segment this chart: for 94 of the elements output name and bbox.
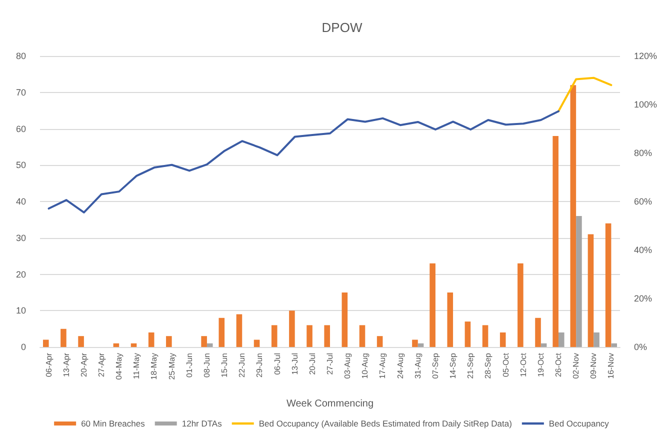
x-tick-label: 31-Aug <box>413 353 422 379</box>
bar <box>558 332 564 347</box>
x-tick-label: 27-Jul <box>326 352 334 375</box>
bar <box>570 85 576 347</box>
bar <box>464 322 471 347</box>
y2-tick-label: 120% <box>634 51 658 61</box>
legend-label: Bed Occupancy (Available Beds Estimated from Daily SitRep Data) <box>258 418 512 428</box>
bar <box>324 325 330 347</box>
bar <box>518 263 524 347</box>
x-tick-label: 05-Oct <box>501 352 510 378</box>
y-tick-label: 20 <box>16 269 26 280</box>
y2-tick-label: 20% <box>634 294 652 304</box>
bar <box>166 336 172 347</box>
y-tick-label: 70 <box>16 87 26 98</box>
bar <box>588 234 594 347</box>
bar <box>430 263 436 347</box>
bar <box>130 343 137 347</box>
y2-tick-label: 0% <box>634 342 648 352</box>
x-tick-label: 21-Sep <box>466 352 476 379</box>
line-series <box>48 110 560 214</box>
x-tick-label: 03-Aug <box>343 353 352 379</box>
legend-label: 60 Min Breaches <box>81 418 145 428</box>
bar <box>78 336 84 347</box>
bar <box>206 343 213 347</box>
x-tick-label: 12-Oct <box>518 352 528 378</box>
bar <box>342 292 348 347</box>
x-tick-label: 13-Jul <box>290 352 300 375</box>
bar <box>535 318 541 347</box>
x-tick-label: 27-Apr <box>97 352 106 378</box>
y-tick-label: 40 <box>16 196 26 206</box>
y-tick-label: 60 <box>16 124 26 134</box>
x-tick-label: 29-Jun <box>255 353 264 378</box>
bar <box>482 325 488 347</box>
x-tick-label: 07-Sep <box>430 352 440 379</box>
bar <box>500 332 506 347</box>
bar <box>218 318 225 347</box>
x-tick-label: 08-Jun <box>202 353 212 378</box>
x-tick-label: 26-Oct <box>554 352 563 378</box>
bar <box>447 292 454 347</box>
bar <box>113 343 120 347</box>
y2-tick-label: 60% <box>634 196 652 206</box>
x-tick-label: 06-Apr <box>44 352 54 378</box>
bar <box>412 340 418 347</box>
x-tick-label: 06-Jul <box>272 352 282 375</box>
legend-label: 12hr DTAs <box>182 418 222 428</box>
y-tick-label: 30 <box>16 232 26 243</box>
x-tick-label: 22-Jun <box>238 353 247 378</box>
bar <box>540 343 547 347</box>
y2-tick-label: 80% <box>634 148 652 158</box>
bar <box>306 325 312 347</box>
bar <box>60 328 66 347</box>
y-tick-label: 50 <box>16 160 26 170</box>
y2-tick-label: 40% <box>634 245 652 255</box>
bar <box>418 343 424 347</box>
bar <box>594 332 600 347</box>
x-tick-label: 02-Nov <box>572 353 581 379</box>
bar <box>289 310 295 347</box>
chart-title: DPOW <box>322 20 363 35</box>
bar <box>611 343 618 347</box>
x-tick-label: 25-May <box>167 353 176 380</box>
bar <box>552 136 558 347</box>
y-tick-label: 80 <box>16 51 26 61</box>
x-tick-label: 20-Jul <box>308 352 317 375</box>
bar <box>359 325 366 347</box>
bar <box>376 336 383 347</box>
x-tick-label: 01-Jun <box>184 353 194 378</box>
bar <box>201 336 207 347</box>
x-tick-label: 17-Aug <box>378 353 388 379</box>
bar <box>254 340 260 347</box>
x-tick-label: 11-May <box>132 353 142 380</box>
x-tick-label: 13-Apr <box>62 352 71 378</box>
bar <box>236 314 242 347</box>
x-tick-label: 20-Apr <box>79 352 88 378</box>
x-tick-label: 19-Oct <box>536 352 546 378</box>
bar <box>576 216 582 347</box>
x-tick-label: 28-Sep <box>484 352 493 379</box>
bar <box>605 223 612 347</box>
y-tick-label: 0 <box>20 342 26 352</box>
bar <box>271 325 278 347</box>
x-tick-label: 24-Aug <box>396 353 405 379</box>
x-axis-title: Week Commencing <box>286 398 374 410</box>
legend-label: Bed Occupancy <box>548 418 610 428</box>
bar <box>42 340 49 347</box>
bar <box>148 332 154 347</box>
x-tick-label: 04-May <box>114 353 124 380</box>
x-tick-label: 16-Nov <box>606 353 616 379</box>
y-tick-label: 10 <box>16 306 26 316</box>
line-series <box>557 76 612 112</box>
x-tick-label: 18-May <box>150 353 159 380</box>
x-tick-label: 14-Sep <box>448 352 458 379</box>
x-tick-label: 09-Nov <box>589 353 598 379</box>
x-tick-label: 15-Jun <box>220 353 230 378</box>
y2-tick-label: 100% <box>634 100 658 110</box>
x-tick-label: 10-Aug <box>360 353 370 379</box>
